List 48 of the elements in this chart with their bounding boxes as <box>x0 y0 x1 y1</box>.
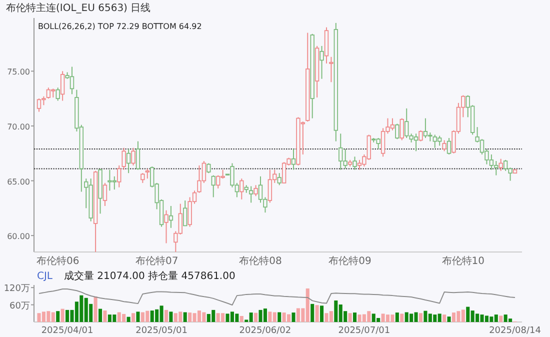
bar <box>278 312 282 322</box>
bar <box>400 314 404 322</box>
bar <box>136 312 140 322</box>
x-tick-label: 2025/06/02 <box>239 326 292 336</box>
bar <box>60 308 64 322</box>
bar <box>348 313 352 322</box>
bar <box>126 316 130 322</box>
chart-title: CJL <box>37 271 53 282</box>
x-tick-label: 2025/08/14 <box>489 326 542 336</box>
y-tick-label: 65.00 <box>7 177 30 186</box>
bar <box>292 312 296 322</box>
bar <box>183 312 187 322</box>
bar <box>98 308 102 322</box>
x-tick-label: 布伦特08 <box>239 255 282 267</box>
x-tick-label: 2025/05/01 <box>136 326 188 336</box>
x-tick-label: 布伦特06 <box>36 255 80 267</box>
bar <box>352 312 357 322</box>
bar <box>240 316 244 322</box>
bar <box>164 310 168 322</box>
bar <box>418 313 423 322</box>
bar <box>442 314 446 322</box>
bar <box>131 313 136 322</box>
bar <box>386 314 390 322</box>
y-tick-label: 75.00 <box>7 68 30 77</box>
y-tick-label: 60.00 <box>7 232 30 242</box>
bar <box>197 310 202 322</box>
y-tick-label: 60万 <box>10 301 30 312</box>
bar <box>103 310 107 322</box>
text: BOLL(26,26,2) TOP 72.29 BOTTOM 64.92 <box>38 22 202 31</box>
bar <box>395 312 399 322</box>
bar <box>447 316 451 322</box>
bar <box>499 316 503 322</box>
bar <box>310 304 314 322</box>
x-tick-label: 2025/07/01 <box>338 326 390 336</box>
x-tick-label: 布伦特07 <box>135 255 178 267</box>
chart-title: 布伦特主连(IOL_EU 6563) 日线 <box>6 2 151 14</box>
y-tick-label: 120万 <box>4 284 30 294</box>
bar <box>56 311 60 322</box>
x-tick-label: 布伦特10 <box>442 255 485 267</box>
bar <box>254 312 258 322</box>
x-tick-label: 布伦特09 <box>328 255 372 267</box>
chart-subtitle: 成交量 21074.00 持仓量 457861.00 <box>64 270 236 282</box>
bar <box>320 306 324 322</box>
bar <box>94 296 98 322</box>
y-tick-label: 70.00 <box>7 122 30 132</box>
bar <box>169 312 173 322</box>
x-tick-label: 2025/04/01 <box>41 326 94 336</box>
bar <box>315 305 319 322</box>
